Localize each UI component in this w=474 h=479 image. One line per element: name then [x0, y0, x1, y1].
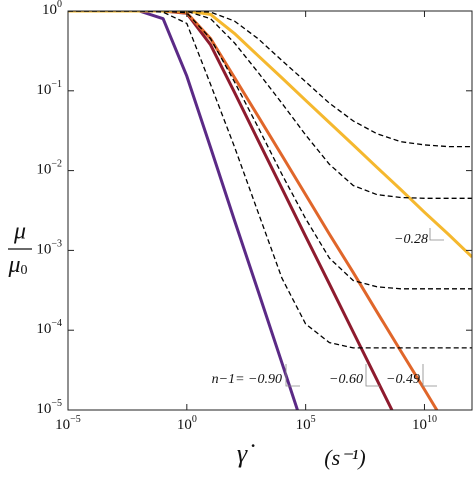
- y-label-denominator: μ0: [7, 252, 27, 279]
- tick-exponent: −4: [51, 318, 62, 329]
- tick-exponent: 5: [311, 414, 316, 425]
- dashed-line: [68, 11, 472, 199]
- tick-exponent: 0: [192, 414, 197, 425]
- slope-triangle: [365, 364, 380, 387]
- tick-base: 10: [412, 417, 427, 433]
- tick-label: 10−2: [36, 159, 62, 178]
- tick-label: 10−1: [36, 79, 62, 98]
- line: [68, 11, 300, 410]
- tick-base: 10: [36, 242, 51, 258]
- tick-label: 10−5: [36, 398, 62, 417]
- tick-exponent: −1: [51, 79, 62, 90]
- plot-frame: [67, 10, 473, 411]
- slope-triangle: [285, 364, 300, 387]
- y-label-sub: 0: [21, 263, 28, 278]
- slope-triangle: [422, 364, 437, 387]
- tick-base: 10: [296, 417, 311, 433]
- tick-exponent: −2: [51, 159, 62, 170]
- annotation: −0.60: [329, 372, 363, 387]
- x-unit: (s⁻¹): [324, 445, 365, 470]
- tick-base: 10: [36, 162, 51, 178]
- plot-area: [68, 11, 472, 410]
- x-label: γ̇: [237, 439, 255, 468]
- tick-label: 10−3: [36, 239, 62, 258]
- tick-exponent: −5: [70, 414, 81, 425]
- tick-base: 10: [36, 82, 51, 98]
- line: [68, 11, 472, 258]
- y-label-den: μ: [7, 252, 20, 278]
- tick-label: 100: [177, 414, 197, 433]
- dashed-line: [68, 11, 472, 290]
- tick-base: 10: [36, 322, 51, 338]
- y-label-numerator: μ: [13, 219, 26, 245]
- tick-exponent: 0: [57, 0, 62, 10]
- tick-label: 100: [42, 0, 62, 18]
- tick-exponent: 10: [427, 414, 437, 425]
- tick-base: 10: [36, 401, 51, 417]
- line: [68, 11, 394, 410]
- tick-label: 10−5: [55, 414, 81, 433]
- annotation: −0.28: [394, 232, 428, 247]
- annotation: n−1= −0.90: [212, 372, 282, 387]
- tick-base: 10: [177, 417, 192, 433]
- slope-triangle: [429, 228, 444, 241]
- tick-label: 105: [296, 414, 316, 433]
- tick-base: 10: [55, 417, 70, 433]
- tick-exponent: −5: [51, 398, 62, 409]
- tick-label: 1010: [412, 414, 437, 433]
- dashed-line: [68, 11, 472, 349]
- tick-label: 10−4: [36, 318, 62, 337]
- tick-base: 10: [42, 2, 57, 18]
- line: [68, 11, 439, 410]
- dashed-line: [68, 11, 472, 148]
- tick-exponent: −3: [51, 239, 62, 250]
- annotation: −0.49: [386, 372, 420, 387]
